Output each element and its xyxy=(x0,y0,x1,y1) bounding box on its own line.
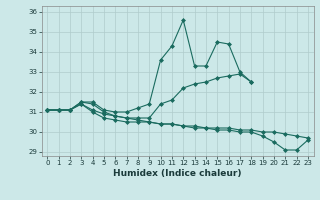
X-axis label: Humidex (Indice chaleur): Humidex (Indice chaleur) xyxy=(113,169,242,178)
